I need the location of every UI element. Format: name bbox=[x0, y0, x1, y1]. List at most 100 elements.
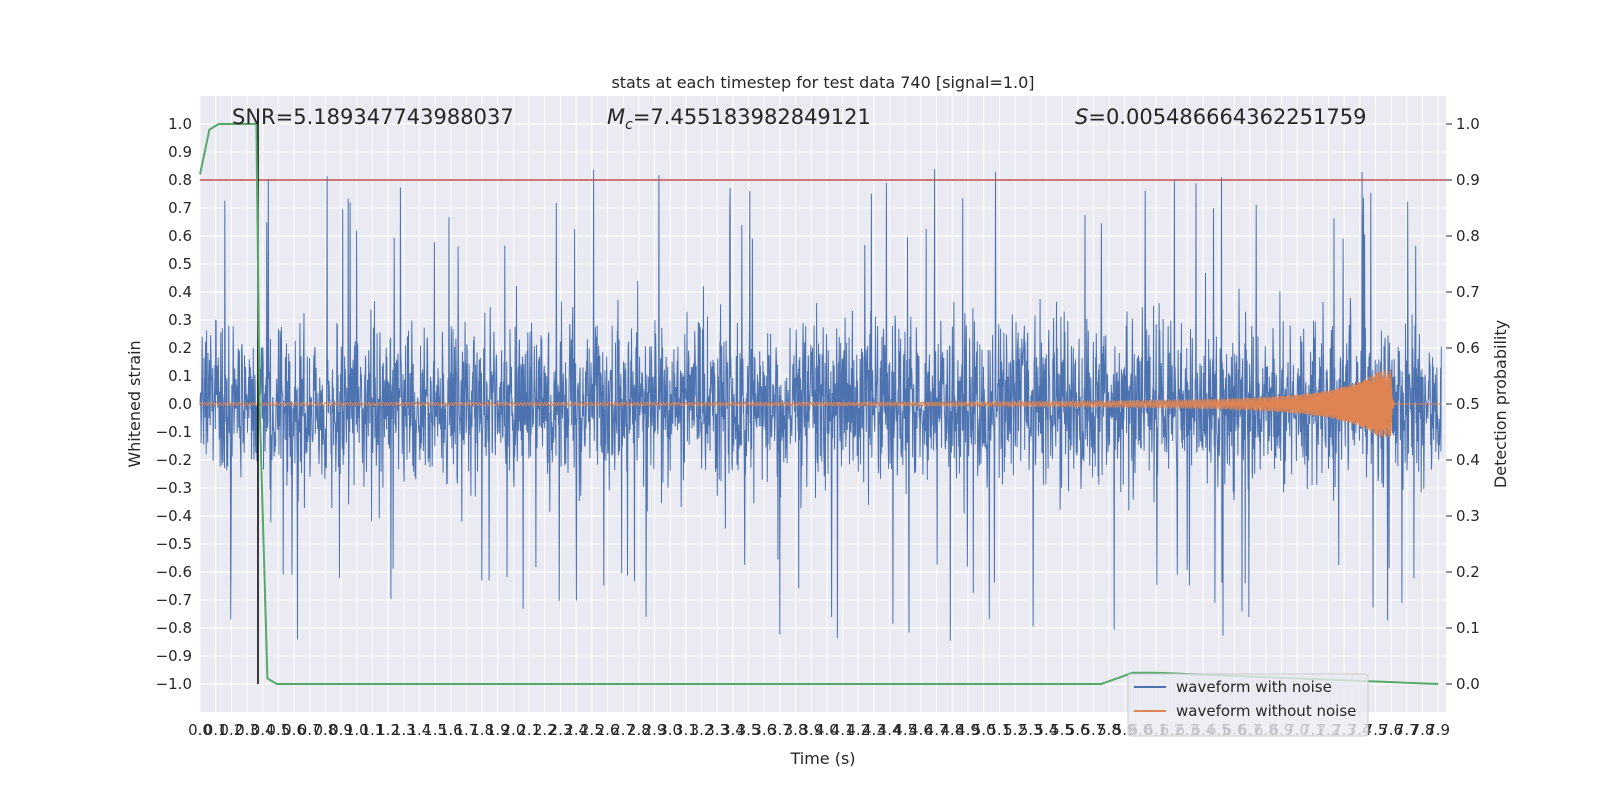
x-tick-label: 2.3 bbox=[549, 721, 573, 739]
x-tick-label: 0.0 bbox=[188, 721, 212, 739]
x-tick-label: 2.6 bbox=[596, 721, 620, 739]
legend: waveform with noise waveform without noi… bbox=[1127, 673, 1369, 737]
noisy-waveform-line bbox=[199, 169, 1442, 641]
x-tick-label: 7.7 bbox=[1395, 721, 1419, 739]
x-tick-label: 3.2 bbox=[690, 721, 714, 739]
y2-tick-label: 0.7 bbox=[1456, 283, 1480, 301]
detection-probability-line bbox=[199, 123, 1439, 685]
y-tick-label: 0.1 bbox=[168, 367, 192, 385]
x-tick-label: 7.6 bbox=[1379, 721, 1403, 739]
x-tick-label: 1.7 bbox=[455, 721, 479, 739]
x-tick-label: 2.4 bbox=[564, 721, 588, 739]
x-tick-label: 4.1 bbox=[831, 721, 855, 739]
y-tick-label: 1.0 bbox=[168, 115, 192, 133]
y-tick-label: 0.5 bbox=[168, 255, 192, 273]
legend-label-noisy: waveform with noise bbox=[1176, 678, 1332, 696]
y2-tick-label: 1.0 bbox=[1456, 115, 1480, 133]
x-tick-label: 1.5 bbox=[423, 721, 447, 739]
y2-axis-label: Detection probability bbox=[1491, 320, 1510, 488]
x-tick-label: 3.3 bbox=[705, 721, 729, 739]
right-axis: 1.0 0.9 0.8 0.7 0.6 0.5 0.4 0.3 0.2 0.1 0.0 bbox=[1446, 115, 1480, 693]
x-tick-label: 4.5 bbox=[893, 721, 917, 739]
x-tick-label: 0.8 bbox=[313, 721, 337, 739]
s-annotation: S=0.005486664362251759 bbox=[1075, 105, 1366, 129]
y2-tick-label: 0.3 bbox=[1456, 507, 1480, 525]
x-tick-label: 2.8 bbox=[627, 721, 651, 739]
y2-tick-label: 0.8 bbox=[1456, 227, 1480, 245]
y-tick-label: −0.9 bbox=[156, 647, 192, 665]
x-tick-label: 3.9 bbox=[799, 721, 823, 739]
y2-tick-label: 0.1 bbox=[1456, 619, 1480, 637]
x-tick-label: 5.5 bbox=[1050, 721, 1074, 739]
s-value: =0.005486664362251759 bbox=[1088, 105, 1366, 129]
x-tick-label: 7.5 bbox=[1364, 721, 1388, 739]
x-tick-label: 2.0 bbox=[502, 721, 526, 739]
x-tick-label: 3.5 bbox=[737, 721, 761, 739]
x-tick-label: 0.6 bbox=[282, 721, 306, 739]
x-tick-label: 4.4 bbox=[878, 721, 902, 739]
x-tick-label: 4.6 bbox=[909, 721, 933, 739]
y-tick-label: −0.6 bbox=[156, 563, 192, 581]
y-tick-label: 0.8 bbox=[168, 171, 192, 189]
x-tick-label: 3.1 bbox=[674, 721, 698, 739]
y-tick-label: −0.8 bbox=[156, 619, 192, 637]
x-axis-label: Time (s) bbox=[789, 749, 855, 768]
x-tick-label: 5.4 bbox=[1034, 721, 1058, 739]
chirp-mass-subscript: c bbox=[625, 117, 633, 133]
y-tick-label: 0.6 bbox=[168, 227, 192, 245]
x-tick-label: 2.9 bbox=[643, 721, 667, 739]
y2-tick-label: 0.9 bbox=[1456, 171, 1480, 189]
y2-tick-label: 0.2 bbox=[1456, 563, 1480, 581]
x-tick-label: 5.6 bbox=[1066, 721, 1090, 739]
x-tick-label: 0.9 bbox=[329, 721, 353, 739]
y-axis-label: Whitened strain bbox=[125, 340, 144, 467]
x-tick-label: 3.7 bbox=[768, 721, 792, 739]
y-tick-label: 0.0 bbox=[168, 395, 192, 413]
x-tick-label: 4.8 bbox=[940, 721, 964, 739]
x-tick-label: 3.8 bbox=[784, 721, 808, 739]
x-tick-label: 5.1 bbox=[987, 721, 1011, 739]
x-tick-label: 0.5 bbox=[266, 721, 290, 739]
y-tick-label: −0.7 bbox=[156, 591, 192, 609]
x-tick-label: 5.0 bbox=[972, 721, 996, 739]
clean-waveform-series bbox=[199, 370, 1442, 438]
x-tick-label: 4.9 bbox=[956, 721, 980, 739]
chart-title: stats at each timestep for test data 740… bbox=[611, 73, 1034, 92]
x-tick-label: 2.7 bbox=[611, 721, 635, 739]
x-tick-label: 1.8 bbox=[470, 721, 494, 739]
x-tick-label: 4.2 bbox=[846, 721, 870, 739]
y2-tick-label: 0.5 bbox=[1456, 395, 1480, 413]
x-tick-label: 1.6 bbox=[439, 721, 463, 739]
x-tick-label: 1.9 bbox=[486, 721, 510, 739]
x-tick-label: 4.7 bbox=[925, 721, 949, 739]
x-tick-label: 2.2 bbox=[533, 721, 557, 739]
x-tick-label: 0.4 bbox=[251, 721, 275, 739]
x-tick-label: 4.0 bbox=[815, 721, 839, 739]
x-tick-label: 5.2 bbox=[1003, 721, 1027, 739]
clean-waveform-line bbox=[199, 370, 1442, 438]
x-tick-label: 1.3 bbox=[392, 721, 416, 739]
y-tick-label: −0.4 bbox=[156, 507, 192, 525]
y-tick-label: 0.9 bbox=[168, 143, 192, 161]
x-tick-label: 0.3 bbox=[235, 721, 259, 739]
y-tick-label: 0.7 bbox=[168, 199, 192, 217]
x-tick-label: 0.7 bbox=[298, 721, 322, 739]
x-tick-label: 0.2 bbox=[219, 721, 243, 739]
x-tick-label: 1.1 bbox=[360, 721, 384, 739]
x-tick-label: 2.1 bbox=[517, 721, 541, 739]
y2-tick-label: 0.6 bbox=[1456, 339, 1480, 357]
y-tick-label: 0.2 bbox=[168, 339, 192, 357]
y-tick-label: −0.2 bbox=[156, 451, 192, 469]
legend-label-clean: waveform without noise bbox=[1176, 702, 1356, 720]
noisy-waveform-series bbox=[199, 169, 1442, 641]
x-tick-label: 4.3 bbox=[862, 721, 886, 739]
x-tick-label: 1.2 bbox=[376, 721, 400, 739]
x-tick-label: 1.4 bbox=[407, 721, 431, 739]
chirp-mass-symbol: M bbox=[607, 105, 625, 129]
y-tick-label: −0.1 bbox=[156, 423, 192, 441]
y-tick-label: −0.5 bbox=[156, 535, 192, 553]
x-tick-label: 7.8 bbox=[1411, 721, 1435, 739]
x-tick-label: 0.1 bbox=[204, 721, 228, 739]
x-tick-label: 2.5 bbox=[580, 721, 604, 739]
